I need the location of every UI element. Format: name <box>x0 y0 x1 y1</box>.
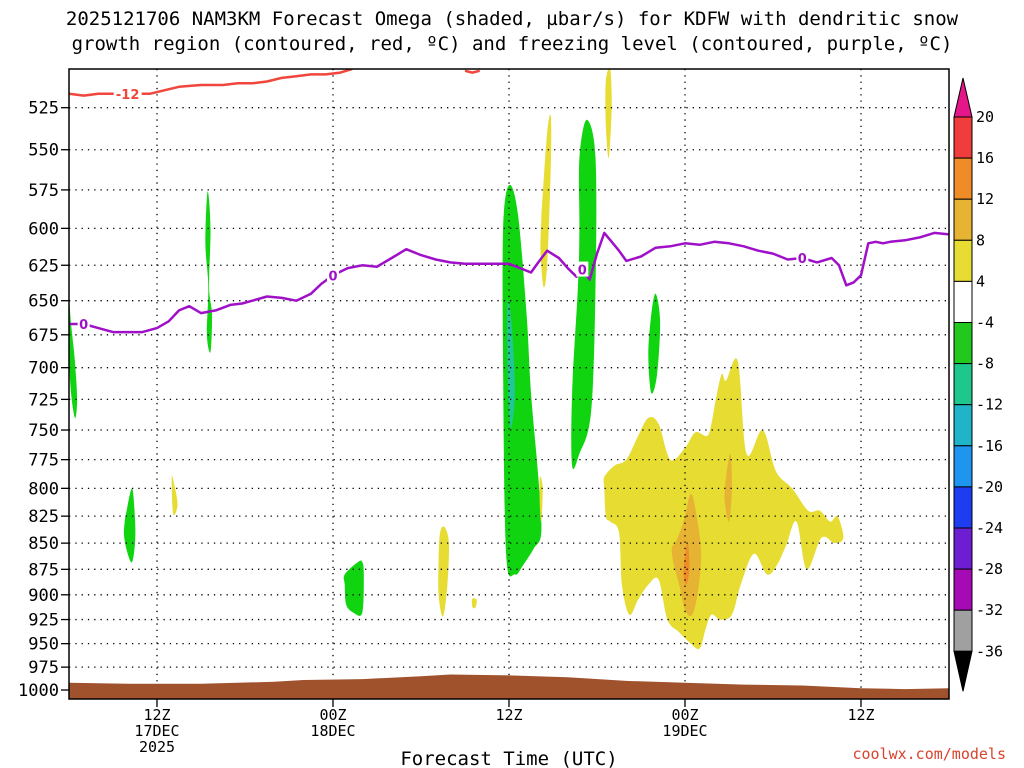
omega-region-6 <box>571 119 597 470</box>
freezing-level-contour-label: 0 <box>328 269 337 284</box>
colorbar-segment <box>953 445 973 488</box>
x-axis-label: Forecast Time (UTC) <box>400 748 617 768</box>
y-tick-label: 925 <box>28 611 59 631</box>
colorbar-segment <box>953 568 973 611</box>
credit-text: coolwx.com/models <box>852 745 1006 763</box>
colorbar-label: 8 <box>976 231 985 249</box>
y-tick-label: 975 <box>28 658 59 678</box>
y-tick-label: 775 <box>28 451 59 471</box>
y-tick-label: 575 <box>28 181 59 201</box>
x-tick-label: 2025 <box>139 738 175 756</box>
freezing-level-contour-label-bg <box>576 261 589 277</box>
dgz-contour-label-bg <box>113 85 142 101</box>
x-tick-label: 00Z <box>671 706 698 724</box>
freezing-level-contour-label-bg <box>327 267 339 283</box>
x-tick-label: 19DEC <box>662 722 707 740</box>
y-tick-label: 875 <box>28 560 59 580</box>
surface-layer <box>69 674 949 699</box>
freezing-level-contour-label-bg <box>77 316 90 332</box>
colorbar-label: -24 <box>976 519 1003 537</box>
omega-region-16 <box>724 453 732 522</box>
omega-region-4 <box>502 184 542 577</box>
chart-title-line2: growth region (contoured, red, ºC) and f… <box>72 33 953 55</box>
colorbar-segment <box>953 527 973 570</box>
omega-region-7 <box>648 293 661 394</box>
omega-region-3 <box>343 560 364 616</box>
colorbar-label: 4 <box>976 272 985 290</box>
colorbar-segment <box>953 609 973 652</box>
colorbar-segment <box>953 404 973 447</box>
freezing-level-contour-0 <box>69 231 949 334</box>
colorbar-segment <box>953 157 973 200</box>
colorbar-label: -16 <box>976 437 1003 455</box>
colorbar-segment <box>953 116 973 159</box>
colorbar-label: 16 <box>976 149 994 167</box>
y-tick-label: 800 <box>28 479 59 499</box>
x-tick-label: 12Z <box>495 706 522 724</box>
grid-layer <box>69 69 949 699</box>
freezing-level-contour-label-bg <box>796 249 809 265</box>
x-tick-label: 12Z <box>847 706 874 724</box>
omega-region-2 <box>123 488 136 563</box>
colorbar-label: -12 <box>976 396 1003 414</box>
omega-region-10 <box>171 475 178 516</box>
colorbar-label: 20 <box>976 108 994 126</box>
y-tick-label: 1000 <box>18 681 59 701</box>
colorbar-segment <box>953 486 973 529</box>
omega-region-9 <box>605 69 612 158</box>
freezing-level-contour-label: 0 <box>578 264 587 279</box>
colorbar-label: -20 <box>976 478 1003 496</box>
y-tick-label: 750 <box>28 421 59 441</box>
y-tick-label: 525 <box>28 99 59 119</box>
colorbar-top-arrow <box>953 77 973 118</box>
contour-layer: -12 0 0 0 0 <box>69 69 949 334</box>
colorbar-segment <box>953 198 973 241</box>
x-tick-label: 17DEC <box>134 722 179 740</box>
y-tick-label: 900 <box>28 586 59 606</box>
colorbar-segment <box>953 280 973 323</box>
surface-ground <box>69 674 949 699</box>
y-axis: 525 550 575 600 625 650 675 700 725 750 775 800 825 8… <box>18 99 69 701</box>
colorbar-segment <box>953 239 973 282</box>
colorbar-label: -32 <box>976 601 1003 619</box>
y-tick-label: 850 <box>28 534 59 554</box>
x-tick-label: 18DEC <box>310 722 355 740</box>
colorbar-label: 12 <box>976 190 994 208</box>
colorbar-label: -28 <box>976 560 1003 578</box>
freezing-level-contour-label: 0 <box>79 318 88 333</box>
omega-fill-layer <box>69 69 844 650</box>
omega-region-8 <box>540 114 552 288</box>
freezing-level-contour-label: 0 <box>798 252 807 267</box>
x-tick-label: 00Z <box>319 706 346 724</box>
plot-area: -12 0 0 0 0 <box>68 68 950 700</box>
colorbar-label: -4 <box>976 314 994 332</box>
y-tick-label: 675 <box>28 326 59 346</box>
colorbar-label: -8 <box>976 355 994 373</box>
chart-title-line1: 2025121706 NAM3KM Forecast Omega (shaded… <box>66 8 959 30</box>
omega-region-5 <box>507 299 515 429</box>
dgz-contour-1 <box>464 69 480 74</box>
y-tick-label: 950 <box>28 635 59 655</box>
colorbar-bottom-arrow <box>953 650 973 692</box>
y-tick-label: 550 <box>28 141 59 161</box>
y-tick-label: 825 <box>28 507 59 527</box>
omega-region-12 <box>471 598 477 609</box>
dgz-contour-label: -12 <box>116 88 140 103</box>
y-tick-label: 600 <box>28 219 59 239</box>
y-tick-label: 725 <box>28 390 59 410</box>
omega-region-14 <box>603 358 844 650</box>
colorbar-segment <box>953 363 973 406</box>
omega-region-0 <box>69 300 78 419</box>
x-tick-label: 12Z <box>143 706 170 724</box>
y-tick-label: 650 <box>28 292 59 312</box>
y-tick-label: 700 <box>28 359 59 379</box>
y-tick-label: 625 <box>28 256 59 276</box>
colorbar: 20 16 12 8 4 -4 -8 -12 -16 -20 -24 -28 -32 -36 <box>953 77 1003 692</box>
colorbar-segment <box>953 322 973 365</box>
colorbar-label: -36 <box>976 642 1003 660</box>
